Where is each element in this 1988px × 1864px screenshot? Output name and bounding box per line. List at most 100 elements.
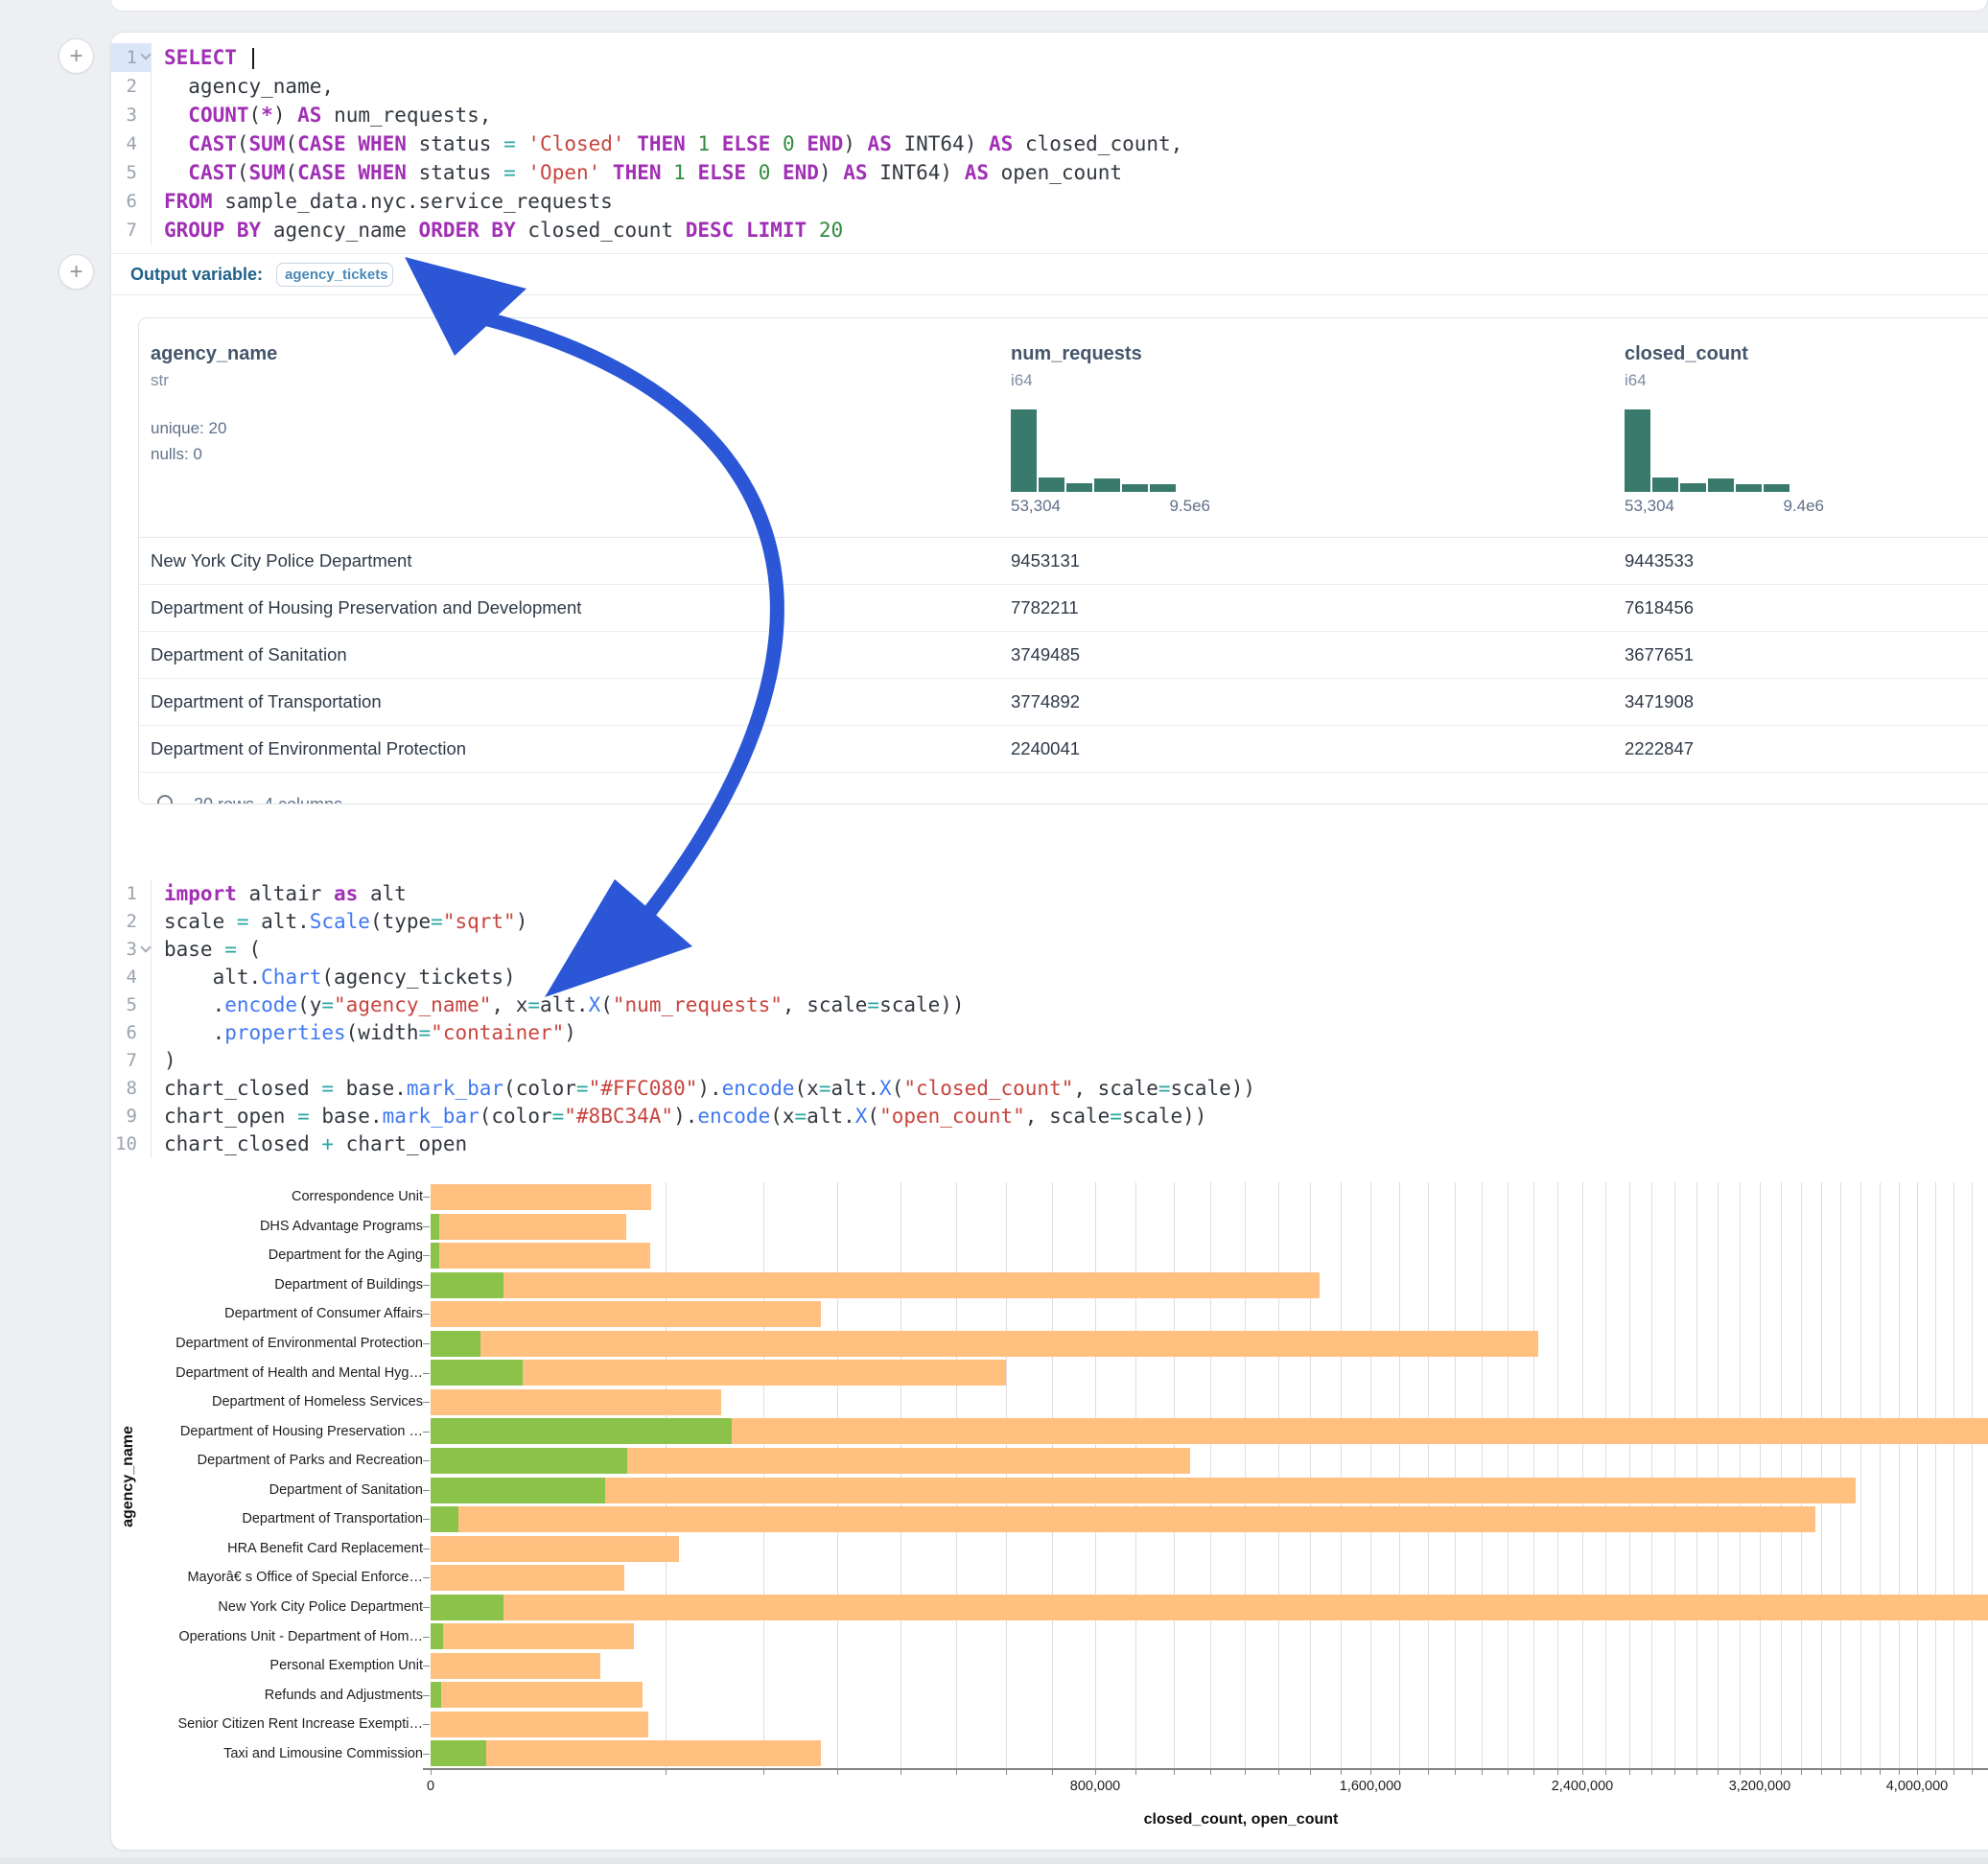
code-token: (agency_tickets): [321, 966, 516, 989]
code-token: (: [891, 1077, 904, 1100]
code-line-text[interactable]: import altair as alt: [152, 880, 407, 908]
code-token: chart_closed: [164, 1077, 322, 1100]
line-number[interactable]: 5: [111, 991, 152, 1019]
code-line[interactable]: 10 chart_closed + chart_open: [111, 1130, 1988, 1158]
chart-gridline: [1135, 1182, 1136, 1768]
code-line[interactable]: 7 GROUP BY agency_name ORDER BY closed_co…: [111, 216, 1988, 245]
code-token: =: [503, 132, 516, 155]
chart-x-tick: [1899, 1770, 1900, 1775]
table-row[interactable]: Department of Environmental Protection 22…: [139, 726, 1988, 773]
chart-gridline: [1953, 1182, 1954, 1768]
line-number[interactable]: 1: [111, 880, 152, 908]
chart-gridline: [1860, 1182, 1861, 1768]
code-token: END: [783, 161, 819, 184]
code-line[interactable]: 6 .properties(width="container"): [111, 1019, 1988, 1047]
code-line-text[interactable]: chart_open = base.mark_bar(color="#8BC34…: [152, 1103, 1206, 1130]
chart-y-tick: [423, 1724, 430, 1725]
code-line-text[interactable]: scale = alt.Scale(type="sqrt"): [152, 908, 527, 936]
code-token: encode: [224, 993, 298, 1016]
code-line[interactable]: 3 COUNT(*) AS num_requests,: [111, 101, 1988, 129]
line-number[interactable]: 10: [111, 1130, 152, 1158]
code-token: (x: [770, 1105, 795, 1128]
closed-count-bar: [431, 1623, 634, 1649]
code-line-text[interactable]: CAST(SUM(CASE WHEN status = 'Open' THEN …: [152, 158, 1122, 187]
chart-category-label: Personal Exemption Unit: [269, 1658, 423, 1673]
code-token: [807, 219, 819, 242]
code-token: (x: [794, 1077, 819, 1100]
chart-gridline: [900, 1182, 901, 1768]
code-line[interactable]: 2 scale = alt.Scale(type="sqrt"): [111, 908, 1988, 936]
code-line[interactable]: 8 chart_closed = base.mark_bar(color="#FF…: [111, 1075, 1988, 1103]
code-token: base: [164, 938, 225, 961]
table-row[interactable]: Department of Transportation 3774892 34719…: [139, 679, 1988, 726]
table-row[interactable]: Department of Sanitation 3749485 3677651: [139, 632, 1988, 679]
line-number[interactable]: 1: [111, 43, 152, 72]
code-line[interactable]: 1 import altair as alt: [111, 880, 1988, 908]
line-number[interactable]: 6: [111, 187, 152, 216]
chart-gridline: [1482, 1182, 1483, 1768]
code-line[interactable]: 3 base = (: [111, 936, 1988, 964]
sql-code-editor[interactable]: 1 SELECT 2 agency_name, 3 COUNT(*) AS num_…: [111, 33, 1988, 245]
table-row[interactable]: Department of Housing Preservation and D…: [139, 585, 1988, 632]
code-line-text[interactable]: SELECT: [152, 43, 254, 72]
code-token: 'Closed': [527, 132, 625, 155]
code-line-text[interactable]: CAST(SUM(CASE WHEN status = 'Closed' THE…: [152, 129, 1182, 158]
code-line[interactable]: 1 SELECT: [111, 43, 1988, 72]
code-line[interactable]: 4 CAST(SUM(CASE WHEN status = 'Closed' T…: [111, 129, 1988, 158]
line-number[interactable]: 3: [111, 101, 152, 129]
column-type: i64: [1011, 371, 1033, 389]
line-number[interactable]: 5: [111, 158, 152, 187]
code-line-text[interactable]: base = (: [152, 936, 261, 964]
chart-x-tick-label: 1,600,000: [1339, 1779, 1402, 1794]
line-number[interactable]: 2: [111, 72, 152, 101]
line-number[interactable]: 8: [111, 1075, 152, 1103]
code-line-text[interactable]: chart_closed + chart_open: [152, 1130, 467, 1158]
table-row[interactable]: New York City Police Department 9453131 94…: [139, 538, 1988, 585]
line-number-text: 7: [126, 1050, 137, 1071]
add-cell-button[interactable]: +: [58, 254, 94, 290]
output-variable-badge[interactable]: agency_tickets: [276, 262, 394, 287]
line-number[interactable]: 7: [111, 216, 152, 245]
line-number[interactable]: 4: [111, 964, 152, 991]
chart-x-tick-label: 800,000: [1069, 1779, 1121, 1794]
chart-x-tick: [1740, 1770, 1741, 1775]
line-number[interactable]: 9: [111, 1103, 152, 1130]
code-line[interactable]: 5 .encode(y="agency_name", x=alt.X("num_…: [111, 991, 1988, 1019]
code-line-text[interactable]: .encode(y="agency_name", x=alt.X("num_re…: [152, 991, 965, 1019]
code-token: (: [285, 161, 298, 184]
line-number[interactable]: 4: [111, 129, 152, 158]
code-line-text[interactable]: COUNT(*) AS num_requests,: [152, 101, 491, 129]
chart-y-tick: [423, 1577, 430, 1578]
code-line[interactable]: 9 chart_open = base.mark_bar(color="#8BC3…: [111, 1103, 1988, 1130]
line-number[interactable]: 2: [111, 908, 152, 936]
code-token: "open_count": [879, 1105, 1025, 1128]
code-line-text[interactable]: alt.Chart(agency_tickets): [152, 964, 516, 991]
chart-x-tick: [1370, 1770, 1371, 1775]
add-cell-button[interactable]: +: [58, 38, 94, 74]
code-line-text[interactable]: GROUP BY agency_name ORDER BY closed_cou…: [152, 216, 843, 245]
search-icon[interactable]: [155, 793, 178, 804]
code-line-text[interactable]: agency_name,: [152, 72, 334, 101]
table-cell: Department of Environmental Protection: [151, 738, 467, 758]
code-line-text[interactable]: ): [152, 1047, 176, 1075]
line-number[interactable]: 6: [111, 1019, 152, 1047]
code-token: 20: [818, 219, 844, 242]
code-line[interactable]: 5 CAST(SUM(CASE WHEN status = 'Open' THE…: [111, 158, 1988, 187]
line-number-text: 6: [126, 191, 137, 212]
code-line[interactable]: 2 agency_name,: [111, 72, 1988, 101]
code-line[interactable]: 7): [111, 1047, 1988, 1075]
line-number[interactable]: 3: [111, 936, 152, 964]
code-line[interactable]: 4 alt.Chart(agency_tickets): [111, 964, 1988, 991]
code-line-text[interactable]: chart_closed = base.mark_bar(color="#FFC…: [152, 1075, 1255, 1103]
code-token: ORDER: [418, 219, 479, 242]
code-line-text[interactable]: FROM sample_data.nyc.service_requests: [152, 187, 613, 216]
code-token: [479, 219, 492, 242]
chart-gridline: [1455, 1182, 1456, 1768]
code-line[interactable]: 6 FROM sample_data.nyc.service_requests: [111, 187, 1988, 216]
line-number[interactable]: 7: [111, 1047, 152, 1075]
code-token: (: [285, 132, 298, 155]
code-token: (: [236, 161, 249, 184]
code-line-text[interactable]: .properties(width="container"): [152, 1019, 576, 1047]
histogram-bar: [1011, 409, 1037, 492]
python-code-editor[interactable]: 1 import altair as alt 2 scale = alt.Scale(…: [111, 869, 1988, 1158]
